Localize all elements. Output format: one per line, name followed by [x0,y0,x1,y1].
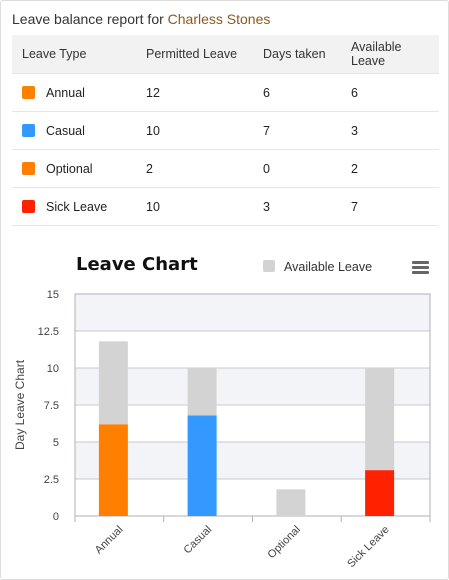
bar-days-taken [365,470,395,516]
legend-swatch [263,260,275,272]
y-tick-label: 0 [53,511,59,523]
leave-type-label: Sick Leave [46,199,108,214]
leave-color-swatch [22,123,35,137]
y-tick-label: 2.5 [44,474,59,486]
bar-available-leave [187,368,217,416]
taken-cell: 3 [263,187,351,226]
leave-type-label: Annual [46,85,85,100]
x-tick-label: Sick Leave [345,524,392,571]
leave-type-cell: Sick Leave [12,187,146,226]
taken-cell: 7 [263,111,351,150]
column-header-available-leave: Available Leave [351,40,402,68]
bar-available-leave [98,341,128,425]
column-header-permitted-leave: Permitted Leave [146,47,238,61]
leave-type-cell: Casual [12,111,146,150]
y-axis-label: Day Leave Chart [13,359,27,450]
table-row: Optional 2 0 2 [12,149,439,188]
report-header: Leave balance report for Charless Stones [12,11,270,27]
permitted-cell: 10 [146,187,263,226]
chart-legend-item[interactable]: Available Leave [263,260,372,274]
leave-color-swatch [22,161,35,175]
available-cell: 2 [351,149,439,188]
leave-chart: 0 2.5 5 7.5 10 12.5 15 Day Leave Chart Annual Cas… [13,289,431,571]
available-cell: 7 [351,187,439,226]
permitted-cell: 12 [146,73,263,112]
leave-type-label: Optional [46,161,93,176]
report-header-prefix: Leave balance report for [12,11,164,27]
y-tick-label: 10 [47,363,59,375]
leave-color-swatch [22,199,35,213]
y-tick-label: 7.5 [44,400,59,412]
taken-cell: 0 [263,149,351,188]
legend-label: Available Leave [284,260,373,274]
bar-days-taken [187,415,217,516]
chart-title: Leave Chart [76,254,198,275]
table-row: Casual 10 7 3 [12,111,439,150]
leave-color-swatch [22,85,35,99]
y-tick-label: 12.5 [38,326,59,338]
column-header-leave-type: Leave Type [22,47,87,61]
table-header-row: Leave Type Permitted Leave Days taken Av… [12,35,439,74]
x-tick-label: Casual [182,524,215,557]
available-cell: 6 [351,73,439,112]
plot-band [75,294,430,331]
hamburger-menu-icon[interactable] [412,261,429,275]
taken-cell: 6 [263,73,351,112]
permitted-cell: 2 [146,149,263,188]
table-row: Annual 12 6 6 [12,73,439,112]
bar-available-leave [276,489,306,516]
employee-name: Charless Stones [167,11,271,27]
y-tick-label: 15 [47,289,59,301]
leave-type-cell: Annual [12,73,146,112]
leave-type-cell: Optional [12,149,146,188]
permitted-cell: 10 [146,111,263,150]
available-cell: 3 [351,111,439,150]
bar-available-leave [365,368,395,471]
bar-days-taken [98,424,128,516]
x-tick-label: Annual [93,524,126,557]
y-tick-label: 5 [53,437,59,449]
leave-balance-table: Leave Type Permitted Leave Days taken Av… [12,35,439,226]
column-header-days-taken: Days taken [263,47,326,61]
leave-type-label: Casual [46,123,85,138]
table-row: Sick Leave 10 3 7 [12,187,439,226]
x-tick-label: Optional [266,524,303,561]
